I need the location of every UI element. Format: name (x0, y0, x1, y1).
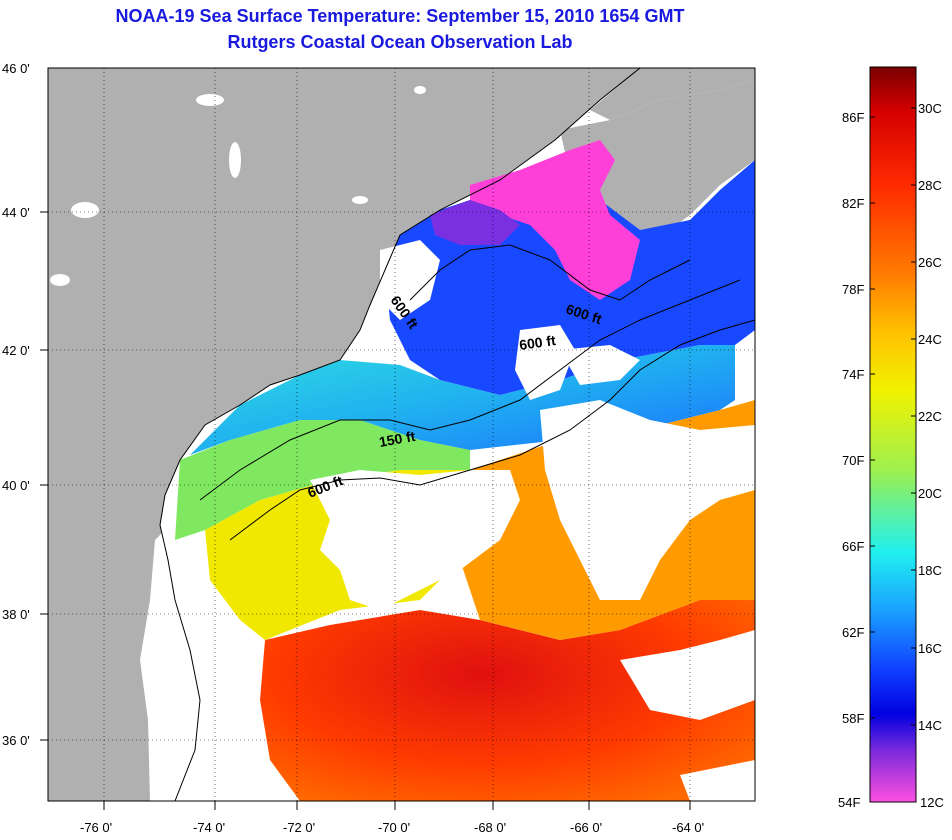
colorbar-f-label: 86F (842, 110, 865, 125)
contour-gulf (409, 244, 691, 301)
cloud-patch (310, 470, 520, 610)
nova-scotia-land (560, 80, 755, 248)
lon-label: -76 0' (80, 820, 112, 835)
colorbar-c-label: 16C (918, 641, 942, 656)
colorbar-c-label: 22C (918, 409, 942, 424)
colorbar-f-label: 78F (842, 282, 865, 297)
colorbar-f-label: 58F (842, 711, 865, 726)
cold-water-region (470, 140, 640, 300)
colorbar-f-label: 70F (842, 453, 865, 468)
purple-water-region (430, 200, 520, 245)
lat-label: 42 0' (2, 343, 30, 358)
lon-label: -70 0' (378, 820, 410, 835)
lat-label: 44 0' (2, 205, 30, 220)
colorbar-c-label: 20C (918, 486, 942, 501)
lake (50, 274, 70, 286)
colorbar-c-label: 28C (918, 178, 942, 193)
cloud-patch (515, 325, 575, 400)
cloud-patch (680, 760, 755, 801)
colorbar-f-label: 62F (842, 625, 865, 640)
lake (414, 86, 426, 94)
lake (352, 196, 368, 204)
cloud-patch (620, 630, 755, 720)
colorbar-c-label: 26C (918, 255, 942, 270)
lon-label: -74 0' (193, 820, 225, 835)
colorbar-f-label: 74F (842, 367, 865, 382)
contour-150ft (199, 279, 741, 501)
colorbar-c-label: 14C (918, 718, 942, 733)
coastline (159, 68, 641, 801)
colorbar-c-label: 18C (918, 563, 942, 578)
lake (229, 142, 241, 178)
colorbar-ticks (870, 107, 916, 726)
lon-label: -66 0' (570, 820, 602, 835)
lake (71, 202, 99, 218)
cloud-patch (540, 400, 755, 600)
lat-label: 40 0' (2, 478, 30, 493)
colorbar (869, 66, 917, 803)
lat-label: 38 0' (2, 607, 30, 622)
colorbar-f-label: 82F (842, 196, 865, 211)
contour-600ft (229, 319, 755, 541)
map-subtitle: Rutgers Coastal Ocean Observation Lab (227, 32, 573, 52)
colorbar-c-label: 30C (918, 101, 942, 116)
contour-label: 600 ft (518, 332, 557, 353)
lon-label: -68 0' (474, 820, 506, 835)
land-mass (48, 68, 640, 801)
top-right-land (590, 68, 755, 120)
lake (196, 94, 224, 106)
lon-label: -72 0' (283, 820, 315, 835)
warm-water-region (260, 590, 755, 801)
colorbar-f-label: 66F (842, 539, 865, 554)
lat-label: 46 0' (2, 61, 30, 76)
colorbar-c-label: 24C (918, 332, 942, 347)
map-title: NOAA-19 Sea Surface Temperature: Septemb… (115, 6, 685, 26)
lon-label: -64 0' (672, 820, 704, 835)
contour-label: 150 ft (378, 428, 417, 450)
frame-ticks (40, 67, 756, 810)
lat-label: 36 0' (2, 733, 30, 748)
colorbar-f-label: 54F (838, 795, 861, 810)
colorbar-c-label: 12C (920, 795, 944, 810)
